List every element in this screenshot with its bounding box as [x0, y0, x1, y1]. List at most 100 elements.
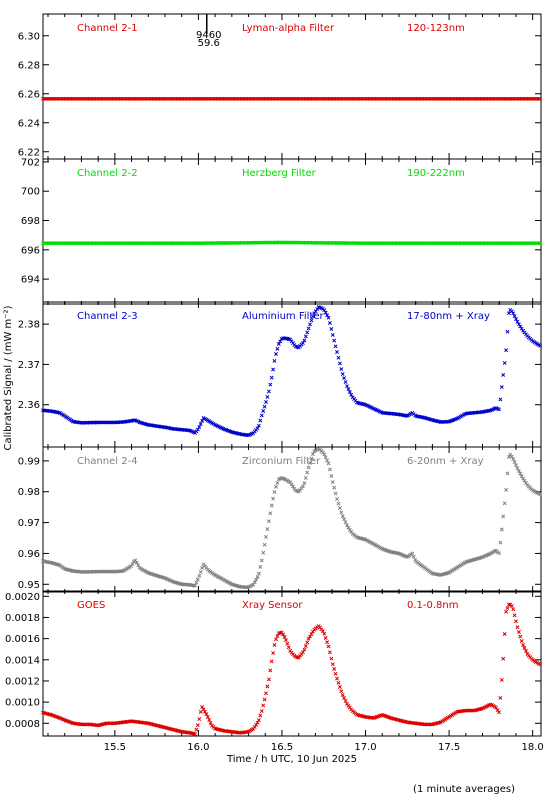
data-point — [309, 318, 314, 323]
y-tick-label: 2.37 — [18, 360, 40, 371]
data-point — [200, 704, 205, 709]
data-point — [268, 382, 273, 387]
panel-2: 694 696 698 700 702 Channel 2-2 Herzberg Filte… — [21, 157, 543, 305]
panel-1: 6.22 6.24 6.26 6.28 6.30 Channel 2-1 Lyman-alp… — [18, 13, 543, 160]
data-point — [329, 473, 334, 478]
panels-group: 6.22 6.24 6.26 6.28 6.30 Channel 2-1 Lyman-alp… — [5, 13, 544, 753]
data-point — [303, 644, 308, 648]
y-tick-label: 6.22 — [18, 147, 40, 158]
data-point — [76, 96, 81, 101]
data-point — [487, 241, 491, 246]
y-tick-label: 0.0012 — [5, 676, 40, 687]
data-point — [347, 96, 352, 101]
data-point — [266, 389, 271, 394]
data-point — [479, 241, 484, 246]
data-point — [131, 241, 136, 246]
data-point — [538, 96, 543, 101]
data-point — [514, 241, 518, 246]
data-point — [332, 338, 337, 343]
data-point — [410, 241, 415, 246]
data-point — [389, 241, 393, 246]
panel-5: 0.0008 0.0010 0.0012 0.0014 0.0016 0.0018 0.00… — [5, 590, 544, 753]
data-point — [136, 563, 141, 568]
data-point — [305, 330, 310, 335]
data-point — [146, 96, 151, 101]
data-point — [310, 314, 315, 319]
data-point — [69, 96, 74, 101]
data-point — [258, 418, 263, 423]
data-point — [188, 241, 193, 246]
data-point — [274, 352, 278, 356]
data-point — [259, 558, 264, 563]
data-point — [167, 96, 172, 101]
panel-band-label: 6-20nm + Xray — [407, 456, 484, 467]
y-tick-label: 0.0020 — [5, 592, 40, 603]
data-point — [49, 96, 54, 101]
data-point — [195, 723, 200, 728]
data-point — [249, 240, 254, 245]
data-point — [160, 241, 165, 246]
data-point — [479, 96, 484, 101]
data-point — [515, 466, 520, 471]
data-point — [538, 241, 543, 246]
data-point — [197, 573, 202, 578]
data-point — [264, 534, 268, 539]
data-point — [139, 241, 143, 246]
data-point — [498, 695, 503, 700]
data-point — [337, 685, 342, 689]
data-point — [112, 96, 116, 101]
data-point — [56, 241, 61, 246]
data-point — [340, 514, 345, 519]
panel-3: 2.36 2.37 2.38 Channel 2-3 Aluminium Filter 1… — [18, 301, 543, 448]
data-point — [276, 342, 281, 346]
y-tick-label: 696 — [21, 245, 40, 256]
data-point — [511, 607, 516, 612]
data-point — [285, 641, 290, 646]
data-point — [322, 631, 327, 636]
data-point — [198, 709, 203, 714]
panel-frame — [42, 13, 542, 160]
data-point — [259, 709, 264, 714]
data-point — [139, 96, 143, 101]
data-point — [499, 677, 504, 682]
data-point — [305, 640, 310, 645]
data-point — [320, 629, 325, 634]
data-point — [538, 492, 543, 497]
data-point — [322, 452, 327, 457]
data-point — [255, 575, 260, 579]
data-point — [195, 427, 200, 432]
data-point — [332, 667, 337, 671]
data-point — [336, 680, 341, 685]
data-point — [271, 651, 276, 656]
data-point — [193, 583, 197, 588]
data-point — [268, 511, 273, 516]
y-tick-label: 0.99 — [18, 456, 40, 467]
data-point — [515, 319, 520, 324]
data-point — [252, 580, 257, 585]
data-point — [153, 96, 158, 101]
data-point — [514, 463, 518, 468]
data-point — [310, 452, 315, 457]
data-point — [194, 96, 199, 101]
data-point — [495, 708, 500, 713]
data-point — [90, 96, 95, 101]
data-point — [278, 240, 283, 245]
y-tick-label: 0.0010 — [5, 698, 40, 709]
data-point — [329, 656, 334, 661]
data-point — [515, 625, 520, 630]
data-point — [521, 476, 526, 481]
y-tick-label: 702 — [21, 157, 40, 168]
data-point — [504, 487, 509, 492]
data-point — [506, 455, 511, 459]
data-point — [259, 413, 264, 418]
data-point — [472, 241, 477, 246]
data-point — [266, 519, 271, 524]
data-point — [299, 96, 304, 101]
data-point — [411, 554, 416, 559]
data-point — [492, 96, 497, 101]
data-point — [300, 650, 305, 655]
data-point — [254, 577, 259, 582]
data-point — [501, 514, 506, 519]
data-point — [300, 341, 305, 346]
data-point — [265, 527, 270, 532]
